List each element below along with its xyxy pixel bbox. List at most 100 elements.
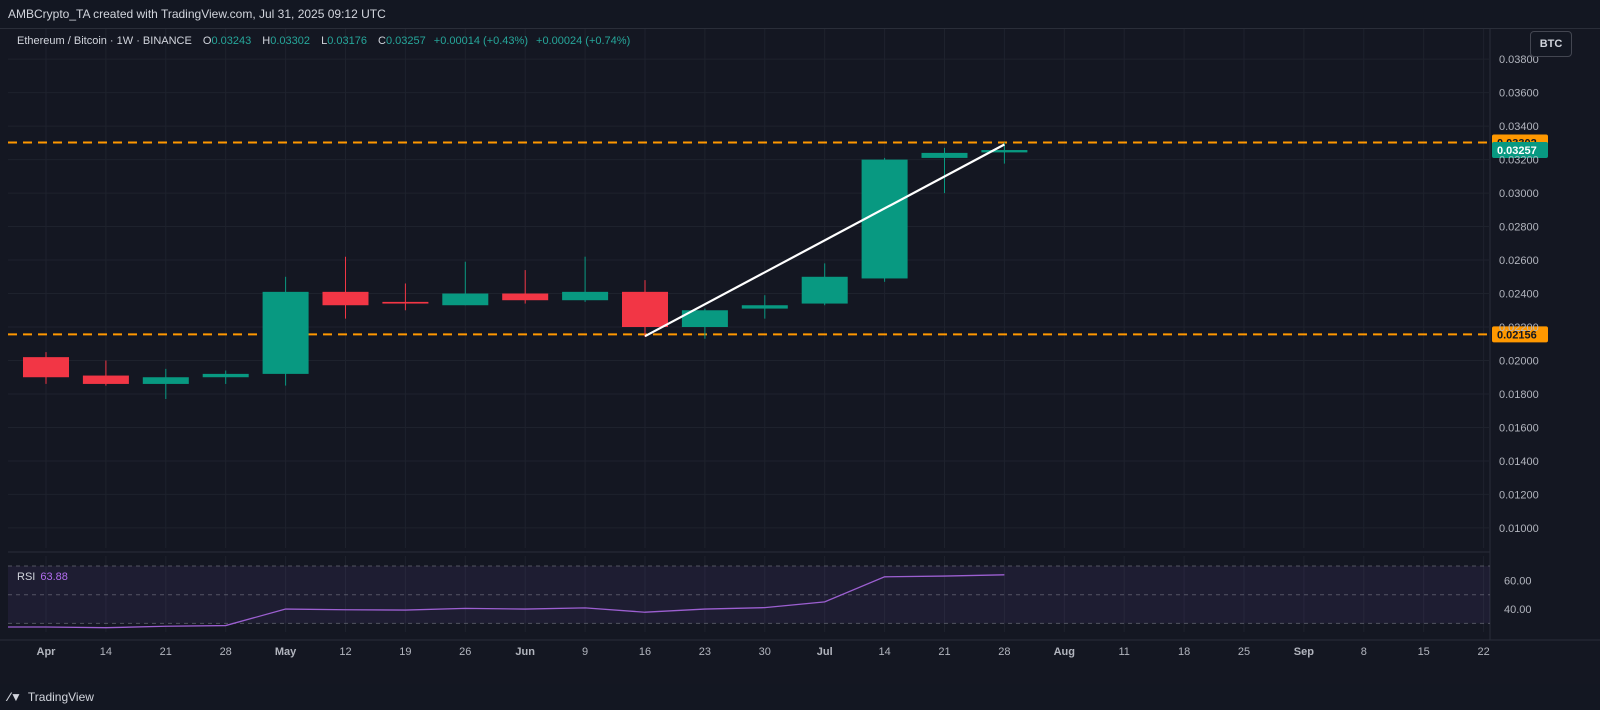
high-value: 0.03302 — [270, 35, 310, 47]
trendline[interactable] — [644, 143, 1005, 338]
price-tick-label: 0.03400 — [1499, 121, 1539, 133]
currency-button[interactable]: BTC — [1530, 31, 1572, 57]
time-axis[interactable]: Apr 14 21 28 May 12 19 26 Jun 9 16 23 30 Jul 14 21 28 Aug… — [37, 646, 1490, 658]
time-tick-label: Jun — [515, 646, 535, 658]
candle-body — [562, 291, 609, 301]
time-tick-label: 11 — [1118, 646, 1129, 658]
price-tick-label: 0.01600 — [1499, 422, 1539, 434]
time-tick-label: Sep — [1294, 646, 1314, 658]
last-price-tag — [1492, 142, 1548, 159]
last-price-label: 0.03257 — [1497, 145, 1537, 157]
price-tick-label: 0.02200 — [1499, 322, 1539, 334]
candle-body — [322, 291, 369, 306]
level-price-tag — [1492, 326, 1548, 343]
candle-body — [622, 291, 668, 328]
candle — [741, 295, 788, 319]
candle-body — [262, 291, 309, 374]
time-tick-label: 21 — [938, 646, 950, 658]
candle — [622, 280, 668, 338]
candle — [502, 270, 549, 304]
time-tick-label: 21 — [160, 646, 172, 658]
rsi-label: RSI — [17, 571, 36, 583]
candle-body — [681, 310, 728, 328]
credit-text: AMBCrypto_TA created with TradingView.co… — [8, 7, 386, 21]
time-tick-label: 14 — [100, 646, 112, 658]
symbol-name: Ethereum / Bitcoin · 1W · BINANCE — [17, 35, 192, 47]
price-tick-label: 0.01200 — [1499, 489, 1539, 501]
trend-line — [644, 143, 1005, 338]
time-tick-label: 22 — [1477, 646, 1489, 658]
price-tick-label: 0.03200 — [1499, 155, 1539, 167]
time-tick-label: May — [275, 646, 297, 658]
credit-bar: AMBCrypto_TA created with TradingView.co… — [0, 0, 1600, 28]
rsi-pane: 60.00 40.00 — [8, 565, 1532, 629]
close-value: 0.03257 — [385, 35, 426, 47]
time-tick-label: 28 — [220, 646, 232, 658]
rsi-tick-label: 60.00 — [1504, 575, 1532, 587]
candle-body — [442, 293, 489, 306]
price-axis[interactable]: 0.03800 0.03600 0.03400 0.03200 0.03000 0.028… — [1499, 54, 1539, 535]
footer-brand[interactable]: TradingView — [27, 690, 94, 704]
candle-body — [981, 150, 1028, 153]
candle — [322, 256, 369, 319]
candle-body — [801, 276, 848, 304]
change-value-2: +0.00024 (+0.74%) — [536, 35, 631, 47]
price-tick-label: 0.02000 — [1499, 355, 1539, 367]
time-tick-label: Jul — [817, 646, 833, 658]
tradingview-logo-icon: ⁄▼ — [8, 690, 22, 704]
time-tick-label: 12 — [339, 646, 351, 658]
candle-body — [82, 375, 129, 384]
time-tick-label: 26 — [459, 646, 471, 658]
candle — [861, 157, 908, 282]
candle-body — [502, 293, 549, 301]
rsi-line — [8, 574, 1005, 629]
candle-body — [921, 152, 968, 158]
time-tick-label: 25 — [1238, 646, 1250, 658]
low-value: 0.03176 — [327, 35, 367, 47]
candle — [681, 308, 728, 339]
time-tick-label: 16 — [639, 646, 651, 658]
candle-body — [382, 301, 429, 304]
candle-body — [142, 377, 189, 384]
candle — [262, 276, 309, 386]
time-tick-label: 23 — [699, 646, 711, 658]
price-tick-label: 0.02800 — [1499, 222, 1539, 234]
candle — [442, 261, 489, 306]
open-value: 0.03243 — [211, 35, 252, 47]
time-tick-label: 14 — [878, 646, 890, 658]
candle — [921, 147, 968, 194]
rsi-tick-label: 40.00 — [1504, 604, 1532, 616]
symbol-legend: Ethereum / Bitcoin · 1W · BINANCE O0.032… — [17, 35, 630, 47]
candle-body — [202, 373, 249, 378]
price-tick-label: 0.01800 — [1499, 389, 1539, 401]
candle-body — [741, 305, 788, 309]
footer-bar: ⁄▼ TradingView — [0, 684, 1600, 710]
low-label: L — [321, 35, 328, 47]
open-label: O — [202, 35, 212, 47]
rsi-value: 63.88 — [40, 571, 68, 583]
time-tick-label: 8 — [1361, 646, 1367, 658]
price-tick-label: 0.01000 — [1499, 523, 1539, 535]
rsi-legend: RSI 63.88 — [17, 571, 68, 583]
price-tick-label: 0.03600 — [1499, 88, 1539, 100]
price-tick-label: 0.02400 — [1499, 289, 1539, 301]
time-tick-label: Aug — [1054, 646, 1075, 658]
candle — [142, 368, 189, 399]
candle — [382, 283, 429, 311]
time-tick-label: 18 — [1178, 646, 1190, 658]
candle — [562, 256, 609, 302]
candle — [801, 263, 848, 306]
price-tick-label: 0.01400 — [1499, 456, 1539, 468]
time-tick-label: 9 — [582, 646, 588, 658]
close-label: C — [378, 35, 386, 47]
high-label: H — [262, 35, 271, 47]
time-tick-label: 15 — [1418, 646, 1430, 658]
price-tick-label: 0.02600 — [1499, 255, 1539, 267]
chart[interactable]: 60.00 40.00 0.03302 0.02156 0.03257 0.03800… — [0, 0, 1600, 684]
candle — [981, 142, 1028, 164]
candle-body — [861, 159, 908, 279]
grid-lines — [0, 28, 1600, 641]
time-tick-label: Apr — [37, 646, 57, 658]
candles[interactable] — [23, 142, 1028, 399]
